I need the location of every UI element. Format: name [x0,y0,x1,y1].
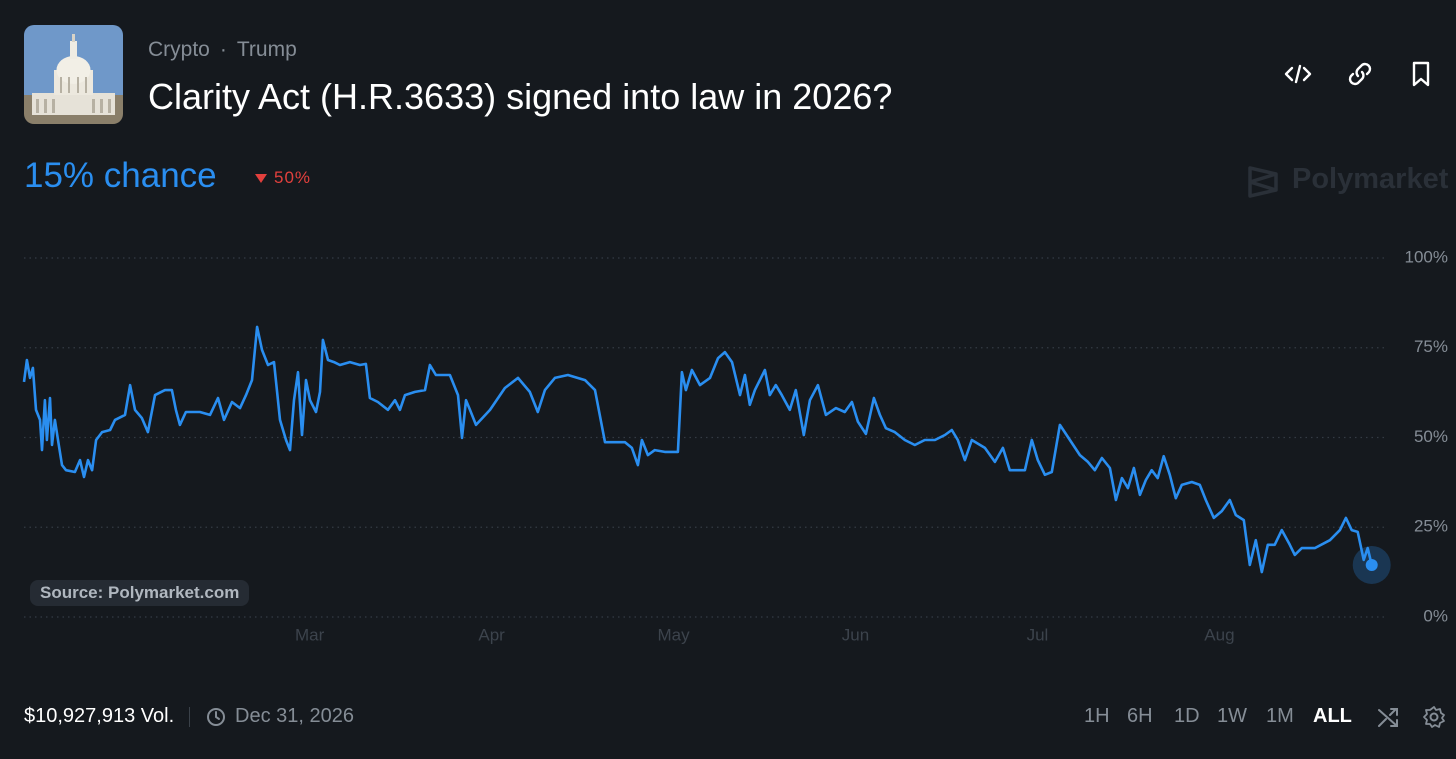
range-option[interactable]: ALL [1313,705,1352,727]
x-tick-label: Apr [478,625,505,644]
range-option[interactable]: 1H [1084,705,1110,727]
end-date: Dec 31, 2026 [235,705,354,727]
chart: 0% 25% 50% 75% 100% Mar Apr May Jun Jul Aug [22,247,1448,644]
link-icon[interactable] [1344,58,1376,90]
embed-icon[interactable] [1282,58,1314,90]
y-tick-label: 50% [1414,427,1448,446]
bookmark-icon[interactable] [1405,58,1437,90]
x-tick-label: Aug [1204,625,1234,644]
volume: $10,927,913 Vol. [24,705,175,727]
separator: · [219,38,227,61]
brand-logo [1248,166,1278,198]
y-tick-label: 100% [1405,247,1448,266]
shuffle-icon[interactable] [1376,705,1400,729]
brand: Polymarket [1292,163,1449,195]
range-option[interactable]: 1W [1217,705,1247,727]
chance: 15% chance [24,156,217,195]
category[interactable]: Crypto [148,38,210,61]
market-image [24,25,123,124]
clock-icon [207,708,225,726]
down-arrow [255,174,267,183]
tag[interactable]: Trump [236,38,297,61]
divider [189,707,190,727]
market-title: Clarity Act (H.R.3633) signed into law i… [148,76,893,117]
price-line [22,325,1373,574]
x-tick-label: Mar [295,625,325,644]
range-option[interactable]: 1D [1174,705,1200,727]
change: 50% [274,168,312,187]
y-tick-label: 25% [1414,517,1448,536]
x-tick-label: May [658,625,691,644]
x-tick-label: Jul [1027,625,1049,644]
breadcrumb: Crypto · Trump [148,38,307,62]
settings-icon[interactable] [1422,705,1446,729]
x-tick-label: Jun [842,625,869,644]
y-tick-label: 75% [1414,337,1448,356]
range-option[interactable]: 6H [1127,705,1153,727]
source: Source: Polymarket.com [30,580,250,606]
y-tick-label: 0% [1423,606,1448,625]
range-option[interactable]: 1M [1266,705,1294,727]
capitol-image [24,25,123,124]
last-point [1365,558,1378,571]
